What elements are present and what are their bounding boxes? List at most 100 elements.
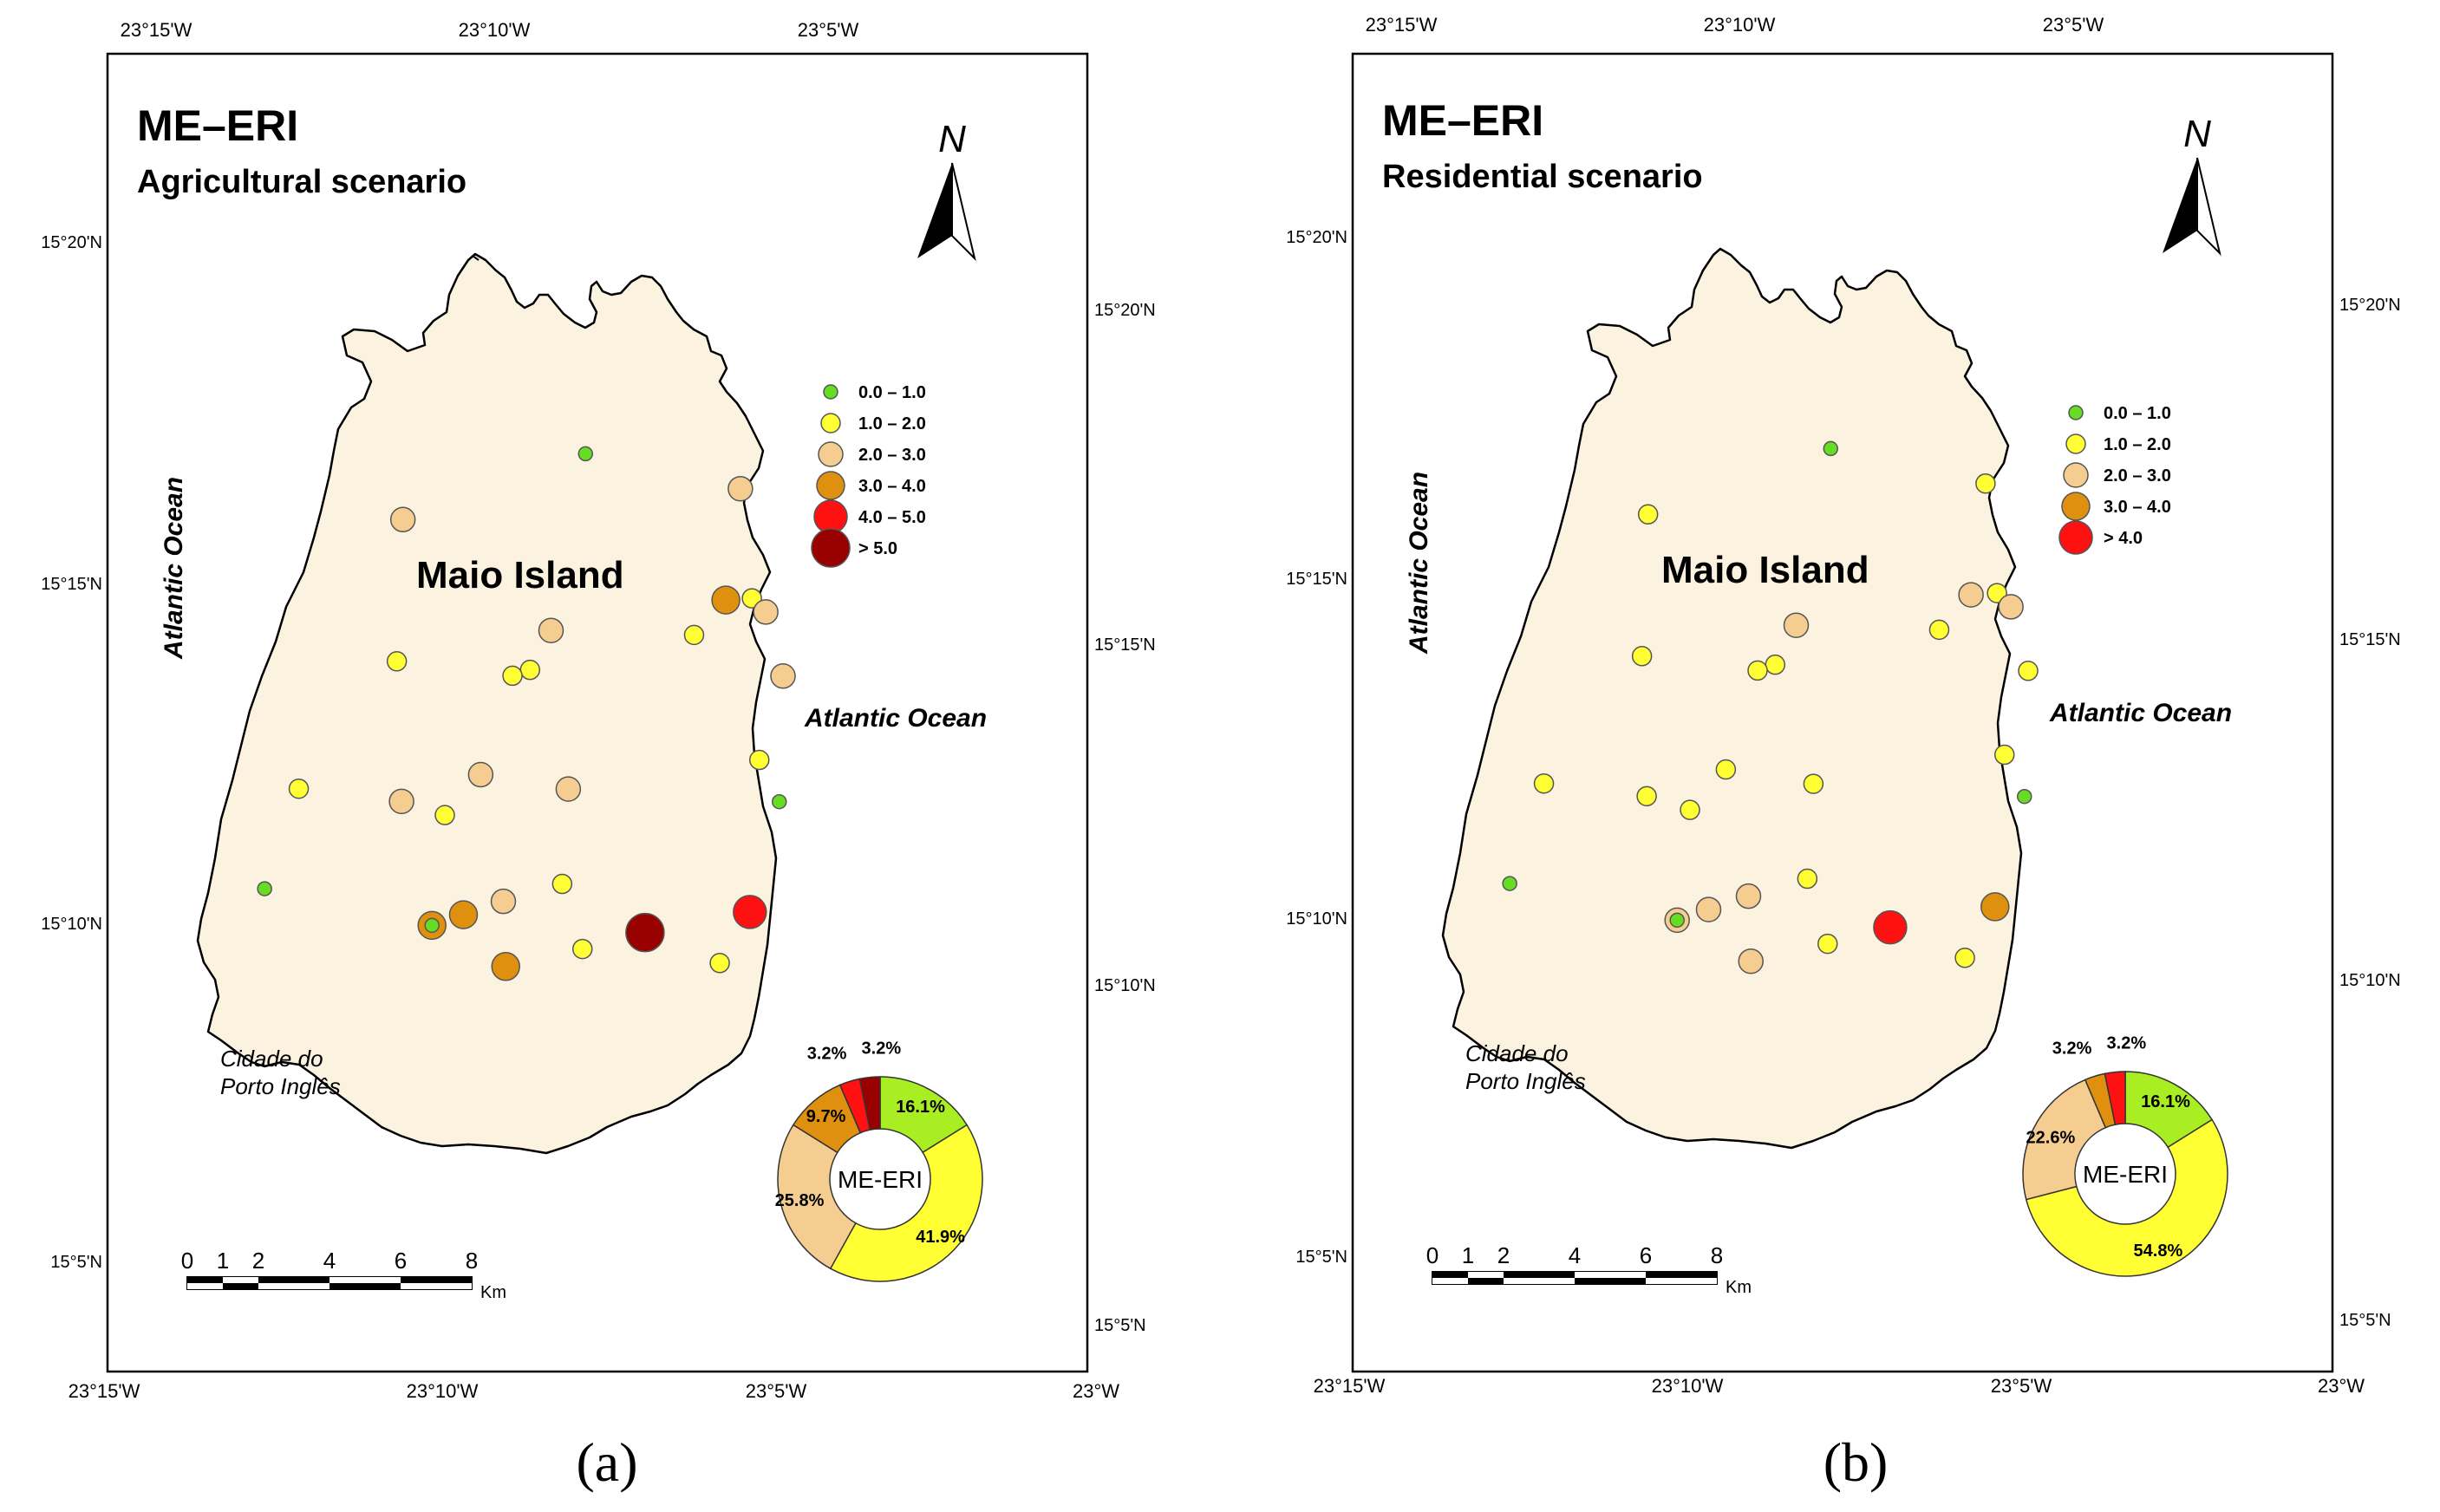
scale-tick-label: 4: [323, 1248, 336, 1274]
map-title: ME–ERI: [1382, 96, 1543, 145]
sample-site: [683, 624, 705, 646]
north-arrow-icon: [917, 163, 952, 258]
sample-site: [1928, 619, 1950, 641]
sample-site: [1735, 883, 1762, 909]
lat-label-left: 15°15'N: [41, 575, 102, 594]
lat-label-right: 15°10'N: [1094, 976, 1156, 995]
sample-site: [519, 659, 541, 681]
scale-unit-label: Km: [480, 1283, 506, 1302]
legend-label: 0.0 – 1.0: [2104, 404, 2171, 423]
legend-label: > 4.0: [2104, 529, 2143, 548]
sample-site: [1738, 948, 1764, 974]
donut-slice: [2104, 1071, 2126, 1126]
scale-bar-segment: [1468, 1272, 1504, 1278]
donut-label: 16.1%: [2141, 1092, 2190, 1111]
sample-site: [1797, 868, 1818, 890]
scale-bar-segment: [401, 1277, 472, 1283]
lon-label-top: 23°15'W: [1366, 14, 1438, 36]
sample-site: [490, 888, 517, 915]
lat-label-left: 15°20'N: [41, 233, 102, 252]
sample-site: [1803, 773, 1824, 794]
sample-site: [434, 805, 455, 825]
sample-site: [386, 651, 408, 672]
north-label: N: [938, 118, 966, 160]
legend-swatch: [816, 471, 845, 500]
scale-bar-segment: [1646, 1272, 1717, 1278]
scale-bar-segment: [1646, 1278, 1717, 1284]
donut-label: 25.8%: [775, 1191, 825, 1210]
sample-site: [448, 900, 479, 929]
donut-label: 41.9%: [916, 1228, 965, 1247]
legend-label: 4.0 – 5.0: [858, 508, 926, 527]
legend-swatch: [811, 528, 851, 568]
sample-site: [572, 938, 593, 960]
scale-bar-segment: [1504, 1278, 1575, 1284]
legend-label: > 5.0: [858, 539, 897, 558]
sample-site: [1669, 912, 1685, 929]
lat-label-right: 15°15'N: [2339, 630, 2401, 649]
sample-site: [625, 912, 665, 953]
lon-label-bottom: 23°15'W: [1314, 1375, 1386, 1397]
legend-label: 2.0 – 3.0: [858, 446, 926, 465]
scale-bar-segment: [329, 1277, 401, 1283]
map-panel-residential: ME–ERI Residential scenario Maio Island Atl…: [1286, 14, 2401, 1397]
sample-site: [771, 793, 787, 810]
lon-label-bottom: 23°15'W: [69, 1380, 140, 1402]
legend-swatch: [2068, 405, 2084, 420]
sample-site: [2016, 788, 2032, 805]
scale-bar-segment: [1504, 1272, 1575, 1278]
map-subtitle: Agricultural scenario: [137, 164, 466, 200]
sample-site: [1823, 440, 1839, 457]
legend-swatch: [2058, 520, 2093, 555]
lat-label-left: 15°10'N: [1286, 909, 1347, 929]
donut-center-label: ME-ERI: [2083, 1161, 2168, 1188]
donut-slice: [2022, 1079, 2107, 1201]
sample-site: [1636, 785, 1657, 807]
legend-label: 1.0 – 2.0: [858, 414, 926, 433]
ocean-label-east: Atlantic Ocean: [804, 704, 987, 733]
map-panel-agricultural: ME–ERI Agricultural scenario Maio Island At…: [41, 19, 1156, 1402]
island-label: Maio Island: [416, 554, 624, 596]
donut-center-label: ME-ERI: [838, 1166, 923, 1193]
donut-slice: [858, 1076, 881, 1131]
scale-bar-segment: [258, 1283, 329, 1289]
sample-site: [388, 788, 414, 815]
sample-site: [1680, 799, 1700, 820]
lat-label-right: 15°5'N: [1094, 1316, 1146, 1335]
scale-bar-segment: [329, 1283, 401, 1289]
sample-site: [555, 776, 582, 802]
lon-label-bottom: 23°W: [1073, 1380, 1119, 1402]
sample-site: [1502, 876, 1517, 891]
lat-label-left: 15°15'N: [1286, 570, 1347, 589]
sample-site: [1533, 772, 1555, 794]
north-arrow-outline: [2196, 157, 2221, 257]
donut-label: 16.1%: [896, 1098, 945, 1117]
scale-tick-label: 1: [217, 1248, 229, 1274]
town-label-line1: Cidade do: [1465, 1040, 1569, 1066]
sample-site: [1765, 654, 1786, 675]
sample-site: [257, 881, 272, 896]
town-label-line2: Porto Inglês: [1465, 1068, 1586, 1094]
lon-label-top: 23°15'W: [121, 19, 192, 41]
scale-bar-segment: [1575, 1278, 1646, 1284]
lon-label-top: 23°5'W: [2043, 14, 2104, 36]
north-label: N: [2183, 113, 2211, 155]
lat-label-right: 15°5'N: [2339, 1311, 2391, 1330]
sample-site: [1993, 744, 2015, 766]
lon-label-bottom: 23°10'W: [1652, 1375, 1724, 1397]
map-title: ME–ERI: [137, 101, 298, 150]
sample-site: [577, 446, 594, 462]
legend-label: 1.0 – 2.0: [2104, 435, 2171, 454]
legend-swatch: [2063, 462, 2089, 488]
lat-label-left: 15°20'N: [1286, 228, 1347, 247]
donut-label: 54.8%: [2134, 1242, 2183, 1261]
sample-site: [1958, 582, 1984, 608]
sample-site: [733, 895, 767, 929]
sample-site: [467, 761, 494, 788]
donut-label: 3.2%: [807, 1045, 847, 1064]
scale-tick-label: 8: [1711, 1242, 1723, 1268]
scale-tick-label: 2: [1497, 1242, 1510, 1268]
sample-site: [1783, 612, 1810, 638]
